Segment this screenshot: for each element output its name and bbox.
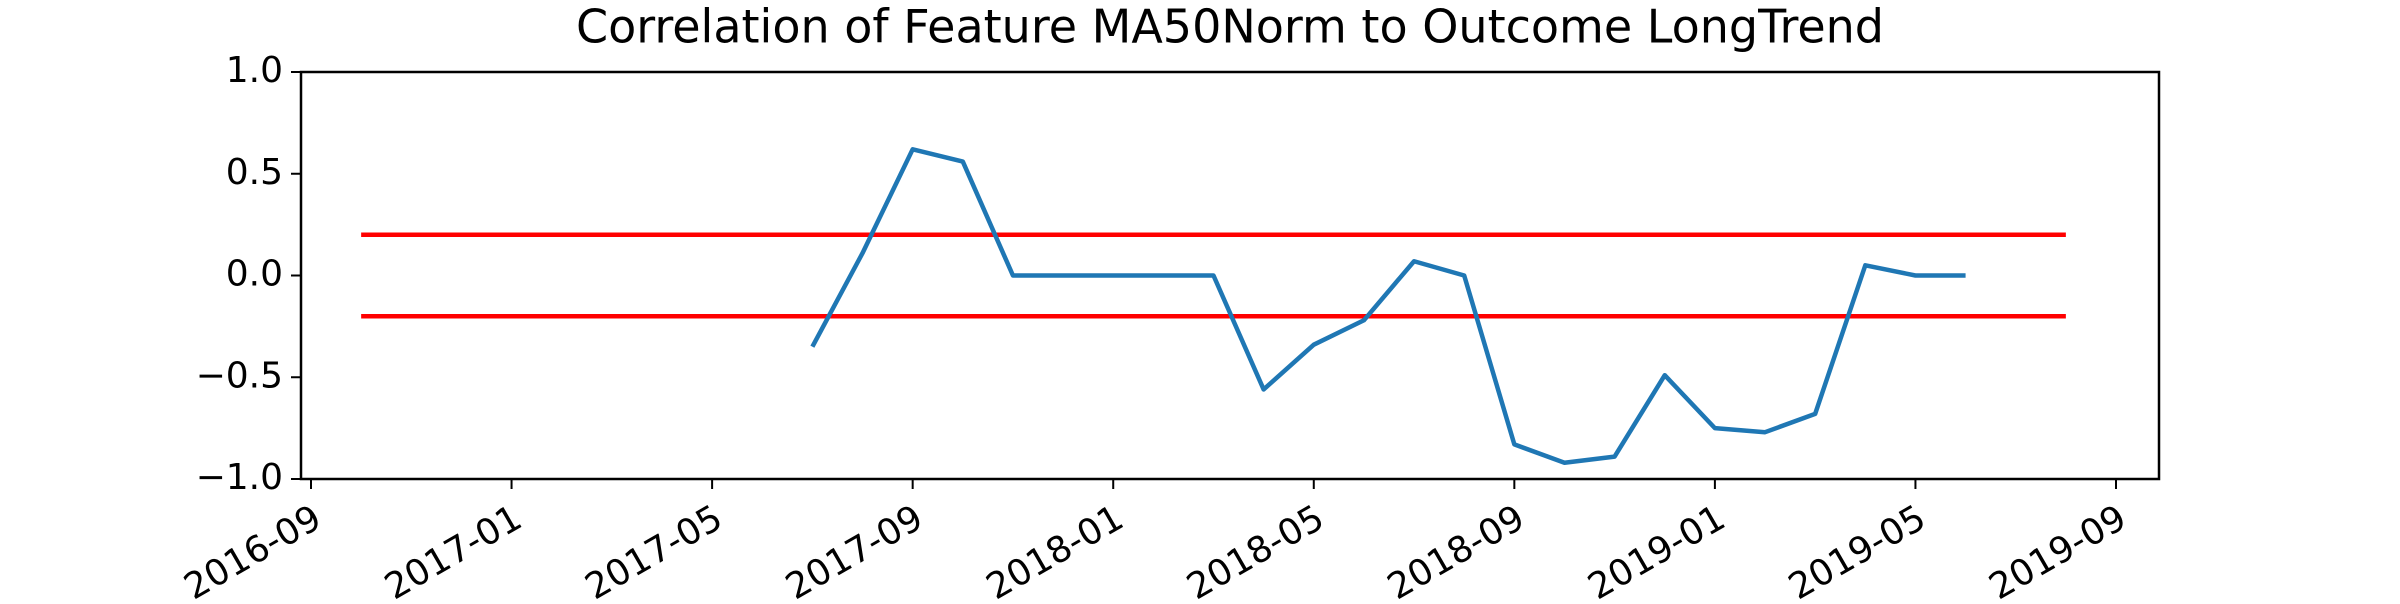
y-tick-label: 0.5 — [226, 152, 283, 193]
x-tick-label: 2018-05 — [1180, 497, 1331, 600]
x-tick-label: 2017-05 — [579, 497, 730, 600]
data-line — [810, 147, 1966, 465]
chart-title: Correlation of Feature MA50Norm to Outco… — [576, 0, 1884, 54]
x-tick-label: 2017-09 — [779, 497, 930, 600]
x-tick-label: 2019-09 — [1983, 497, 2134, 600]
x-tick-label: 2016-09 — [178, 497, 329, 600]
y-tick-label: 1.0 — [226, 50, 283, 91]
y-tick-label: −1.0 — [196, 457, 283, 498]
x-tick-label: 2017-01 — [378, 497, 529, 600]
x-tick-label: 2018-01 — [980, 497, 1131, 600]
plot-frame — [299, 70, 2161, 481]
x-tick-label: 2019-05 — [1782, 497, 1933, 600]
y-tick-label: 0.0 — [226, 254, 283, 295]
y-tick-label: −0.5 — [196, 355, 283, 396]
x-tick-label: 2018-09 — [1381, 497, 1532, 600]
x-tick-label: 2019-01 — [1581, 497, 1732, 600]
